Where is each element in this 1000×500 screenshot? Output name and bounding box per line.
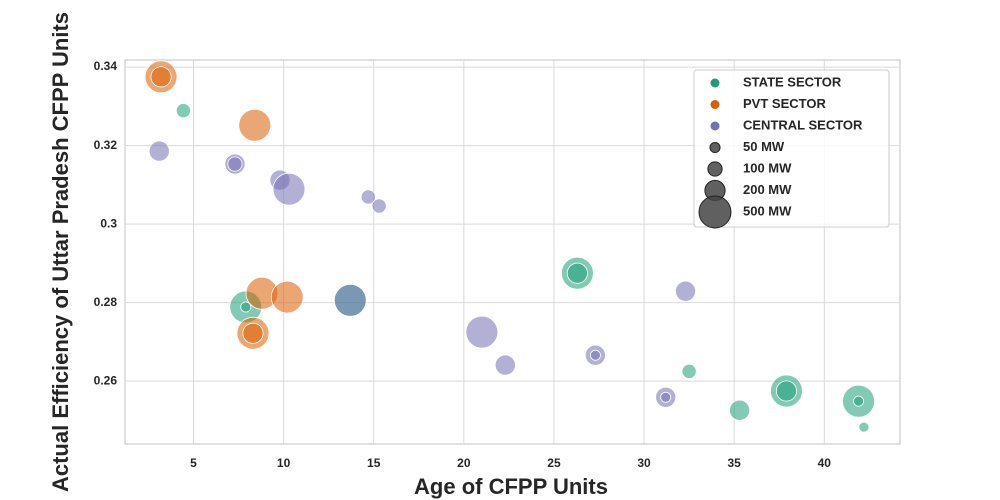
y-tick-label: 0.3 (100, 216, 117, 230)
x-tick-label: 20 (457, 456, 471, 470)
bubble (465, 315, 499, 349)
bubble (566, 262, 588, 284)
bubble (242, 322, 264, 344)
size-legend-marker (698, 195, 732, 229)
y-tick-label: 0.28 (94, 295, 118, 309)
marks (144, 60, 875, 433)
bubble (853, 395, 865, 407)
legend-marker (710, 78, 720, 88)
legend-marker (710, 121, 720, 131)
legend-label: STATE SECTOR (743, 74, 842, 89)
y-tick-label: 0.26 (94, 373, 118, 387)
bubble (494, 354, 516, 376)
bubble (270, 280, 304, 314)
x-tick-label: 30 (637, 456, 651, 470)
bubble (150, 66, 172, 88)
bubble (371, 198, 387, 214)
x-tick-label: 10 (277, 456, 291, 470)
y-tick-label: 0.34 (94, 59, 118, 73)
legend-marker (710, 100, 720, 109)
size-legend-label: 50 MW (743, 139, 785, 154)
y-axis-label: Actual Efficiency of Uttar Pradesh CFPP … (48, 12, 73, 492)
legend-label: CENTRAL SECTOR (743, 117, 863, 132)
bubble (589, 349, 601, 361)
bubble (775, 380, 797, 402)
size-legend-label: 500 MW (743, 203, 792, 218)
x-tick-label: 5 (190, 456, 197, 470)
size-legend-label: 100 MW (743, 160, 792, 175)
bubble (660, 391, 672, 403)
bubble (240, 301, 252, 313)
size-legend-marker (707, 161, 723, 177)
bubble (148, 140, 170, 162)
x-tick-label: 40 (818, 456, 832, 470)
bubble (681, 363, 697, 379)
legend: STATE SECTOR PVT SECTOR CENTRAL SECTOR 50 M… (698, 74, 863, 229)
bubble (227, 156, 243, 172)
x-axis-label: Age of CFPP Units (414, 474, 608, 499)
legend-box (693, 69, 890, 228)
bubble (729, 399, 751, 421)
bubble (333, 283, 367, 317)
bubble (360, 189, 376, 205)
legend-label: PVT SECTOR (743, 96, 826, 111)
size-legend-marker (709, 141, 721, 154)
y-tick-label: 0.32 (94, 138, 118, 152)
size-legend-label: 200 MW (743, 182, 792, 197)
bubble (675, 280, 697, 302)
x-tick-label: 15 (367, 456, 381, 470)
x-tick-label: 25 (547, 456, 561, 470)
bubble (858, 421, 870, 433)
bubble (272, 172, 306, 206)
bubble (238, 108, 272, 142)
x-tick-label: 35 (728, 456, 742, 470)
bubble (175, 103, 191, 119)
